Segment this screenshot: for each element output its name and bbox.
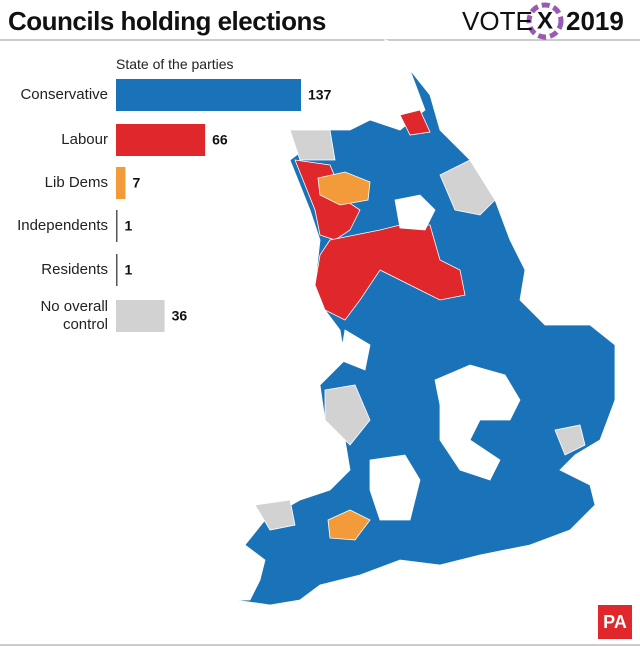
- category-label: Independents: [17, 217, 108, 234]
- credit-badge: [598, 605, 632, 639]
- logo-year: 2019: [566, 6, 624, 36]
- logo-mark: X: [537, 7, 553, 34]
- bar: [116, 79, 301, 111]
- logo-vote: VOTE: [462, 6, 533, 36]
- bar: [116, 124, 206, 156]
- value-label: 36: [172, 308, 188, 324]
- bar: [116, 254, 118, 286]
- title: Councils holding elections: [8, 6, 326, 36]
- category-label: Labour: [61, 131, 108, 148]
- bar: [116, 210, 118, 242]
- category-label: No overall control: [40, 298, 108, 333]
- map: [169, 39, 616, 626]
- credit: PA: [603, 612, 627, 632]
- vote-mark: X: [526, 2, 564, 40]
- value-label: 1: [125, 218, 133, 234]
- category-label: Lib Dems: [44, 174, 108, 191]
- category-label: Residents: [41, 261, 108, 278]
- chart-subtitle: State of the parties: [116, 56, 234, 72]
- bar: [116, 167, 126, 199]
- value-label: 1: [125, 262, 133, 278]
- value-label: 7: [132, 175, 140, 191]
- value-label: 66: [212, 132, 228, 148]
- category-label: Conservative: [20, 86, 108, 103]
- bar: [116, 300, 165, 332]
- value-label: 137: [308, 87, 332, 103]
